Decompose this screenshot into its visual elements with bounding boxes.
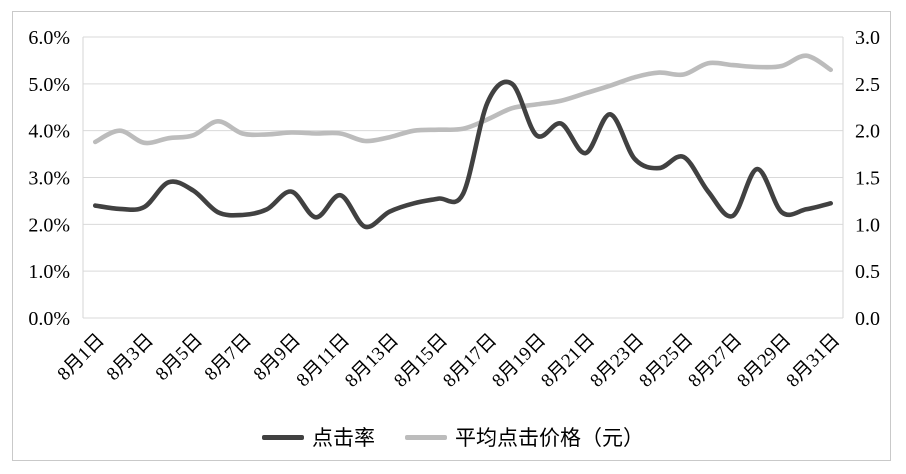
y-axis-right-tick-label: 1.0: [855, 214, 880, 236]
x-axis-tick-label: 8月19日: [488, 330, 550, 392]
y-axis-right-tick-label: 0.0: [855, 308, 880, 330]
x-axis-tick-label: 8月5日: [152, 330, 207, 385]
legend-item-avg-price: 平均点击价格（元）: [405, 422, 644, 452]
y-axis-left-tick-label: 6.0%: [28, 27, 70, 49]
x-axis: 8月1日8月3日8月5日8月7日8月9日8月11日8月13日8月15日8月17日…: [54, 330, 845, 392]
chart-frame-border: [12, 11, 891, 461]
y-axis-left-tick-label: 3.0%: [28, 168, 70, 190]
series-line-ctr: [92, 79, 833, 230]
x-axis-tick-label: 8月21日: [537, 330, 599, 392]
legend-item-ctr: 点击率: [262, 422, 375, 452]
x-axis-tick-label: 8月31日: [782, 330, 844, 392]
y-axis-right-tick-label: 2.5: [855, 74, 880, 96]
y-axis-left-tick-label: 0.0%: [28, 308, 70, 330]
x-axis-tick-label: 8月1日: [54, 330, 109, 385]
y-axis-left-tick-label: 4.0%: [28, 121, 70, 143]
legend-label-ctr: 点击率: [312, 426, 375, 450]
x-axis-tick-label: 8月13日: [341, 330, 403, 392]
x-axis-tick-label: 8月3日: [103, 330, 158, 385]
y-axis-left-tick-label: 1.0%: [28, 261, 70, 283]
x-axis-tick-label: 8月17日: [439, 330, 501, 392]
series-line-avg-price: [92, 53, 833, 146]
y-axis-left: 6.0% 5.0% 4.0% 3.0% 2.0% 1.0% 0.0%: [28, 27, 70, 330]
y-axis-left-tick-label: 5.0%: [28, 74, 70, 96]
y-axis-right-tick-label: 3.0: [855, 27, 880, 49]
x-axis-tick-label: 8月23日: [586, 330, 648, 392]
x-axis-tick-label: 8月29日: [733, 330, 795, 392]
y-axis-left-tick-label: 2.0%: [28, 214, 70, 236]
x-axis-tick-label: 8月11日: [293, 330, 354, 391]
x-axis-tick-label: 8月25日: [635, 330, 697, 392]
x-axis-tick-label: 8月27日: [684, 330, 746, 392]
legend-line-ctr-icon: [262, 434, 304, 440]
gridlines: [82, 36, 844, 319]
y-axis-right: 3.0 2.5 2.0 1.5 1.0 0.5 0.0: [855, 27, 880, 330]
chart-legend: 点击率 平均点击价格（元）: [0, 420, 906, 454]
y-axis-right-tick-label: 2.0: [855, 121, 880, 143]
y-axis-right-tick-label: 1.5: [855, 168, 880, 190]
y-axis-right-tick-label: 0.5: [855, 261, 880, 283]
legend-label-avg-price: 平均点击价格（元）: [455, 426, 644, 450]
x-axis-tick-label: 8月15日: [390, 330, 452, 392]
legend-line-avg-price-icon: [405, 434, 447, 440]
x-axis-tick-label: 8月7日: [201, 330, 256, 385]
